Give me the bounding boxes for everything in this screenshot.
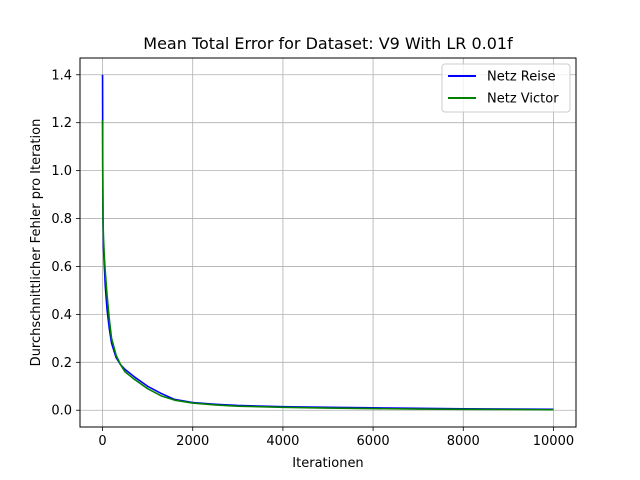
x-tick-label: 0 <box>98 434 106 449</box>
x-axis-label: Iterationen <box>292 456 363 471</box>
x-tick-label: 4000 <box>266 434 299 449</box>
x-axis-ticks: 0 2000 4000 6000 8000 10000 <box>98 427 574 449</box>
y-tick-label: 0.2 <box>51 356 72 371</box>
x-tick-label: 6000 <box>357 434 390 449</box>
chart-title: Mean Total Error for Dataset: V9 With LR… <box>143 34 513 53</box>
x-tick-label: 10000 <box>533 434 574 449</box>
y-axis-ticks: 0.0 0.2 0.4 0.6 0.8 1.0 1.2 1.4 <box>51 68 80 419</box>
grid-lines <box>80 58 576 427</box>
plot-frame <box>79 57 577 428</box>
y-tick-label: 0.0 <box>51 404 72 419</box>
y-tick-label: 1.4 <box>51 68 72 83</box>
y-tick-label: 1.0 <box>51 164 72 179</box>
legend: Netz Reise Netz Victor <box>441 63 571 113</box>
series-line-netz-victor <box>101 120 554 411</box>
legend-label-netz-victor: Netz Victor <box>487 92 559 107</box>
x-tick-label: 8000 <box>447 434 480 449</box>
x-tick-label: 2000 <box>176 434 209 449</box>
plot-series <box>101 74 554 411</box>
y-tick-label: 0.4 <box>51 308 72 323</box>
y-tick-label: 0.8 <box>51 212 72 227</box>
legend-label-netz-reise: Netz Reise <box>487 70 556 85</box>
y-tick-label: 0.6 <box>51 260 72 275</box>
y-tick-label: 1.2 <box>51 116 72 131</box>
y-axis-label: Durchschnittlicher Fehler pro Iteration <box>29 119 44 367</box>
